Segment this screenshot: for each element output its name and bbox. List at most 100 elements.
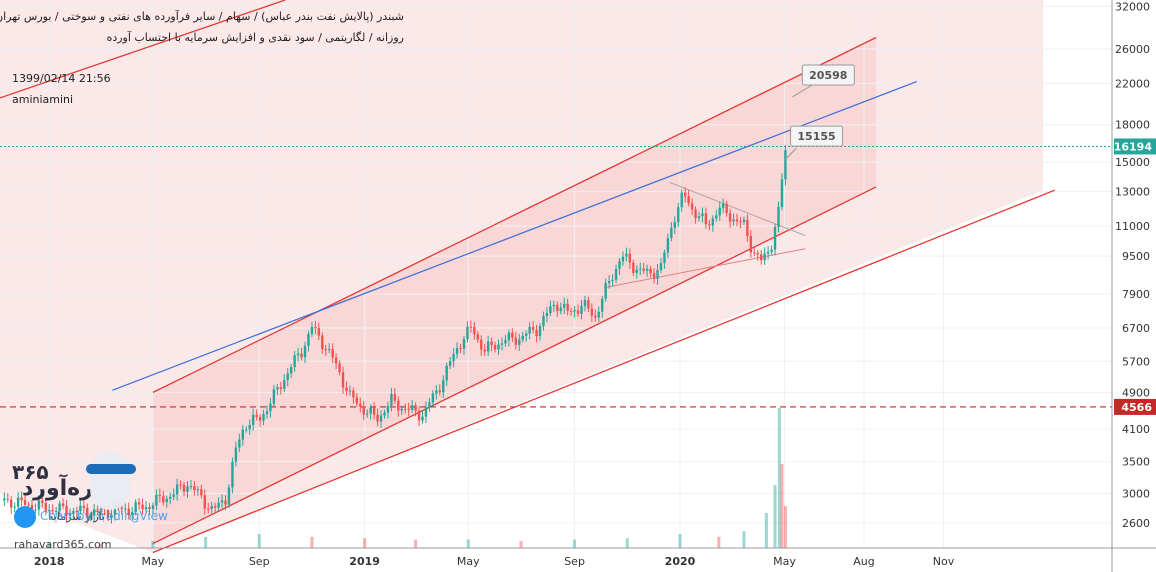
rahavard-logo: ۳۶۵ ره‌آورد بازار سرمایه Chart by Tradin… — [8, 452, 193, 532]
candle-body — [766, 251, 770, 254]
candle-body — [535, 329, 538, 337]
volume-bar — [573, 539, 577, 548]
candle-body — [296, 353, 300, 356]
candle-body — [65, 505, 68, 516]
candle-body — [594, 315, 597, 318]
candle-body — [483, 349, 486, 352]
candle-body — [711, 218, 715, 226]
candle-body — [293, 355, 296, 368]
outer-upper-line — [0, 0, 286, 99]
candle-body — [307, 333, 310, 346]
candle-body — [556, 304, 559, 312]
candle-body — [780, 179, 784, 207]
candle-body — [480, 339, 483, 350]
candle-body — [127, 508, 130, 515]
candle-body — [158, 494, 162, 497]
candle-body — [607, 281, 611, 283]
candle-body — [583, 300, 587, 306]
candle-body — [58, 503, 61, 512]
candle-body — [272, 389, 276, 404]
candle-body — [746, 219, 749, 237]
candle-body — [376, 414, 379, 422]
candle-body — [213, 506, 217, 508]
candle-body — [61, 503, 65, 506]
y-tick-label: 3500 — [1122, 456, 1150, 469]
logo-number: ۳۶۵ — [12, 460, 49, 484]
candle-body — [545, 312, 549, 316]
candle-body — [777, 206, 780, 227]
candle-body — [628, 253, 632, 263]
candle-body — [735, 219, 739, 222]
candle-body — [106, 509, 110, 518]
chart-title: شبندر (پالایش نفت بندر عباس) / سهام / سا… — [0, 10, 404, 23]
callout-pointer — [784, 147, 797, 161]
candle-body — [580, 305, 583, 314]
volume-bar — [773, 485, 777, 548]
candle-body — [521, 335, 524, 340]
candle-body — [604, 282, 607, 299]
logo-brand: ره‌آورد — [22, 476, 93, 501]
candle-body — [538, 326, 542, 337]
volume-bar — [783, 506, 787, 548]
y-tick-label: 4100 — [1122, 423, 1150, 436]
x-tick-label: 2018 — [34, 555, 65, 568]
candle-body — [773, 226, 777, 250]
candle-body — [756, 252, 759, 255]
candle-body — [379, 415, 383, 422]
candle-body — [569, 310, 573, 312]
candle-body — [459, 348, 462, 350]
candle-body — [110, 514, 113, 518]
x-tick-label: Aug — [853, 555, 874, 568]
volume-bar — [742, 531, 746, 548]
candle-body — [44, 502, 47, 511]
candle-body — [514, 337, 518, 345]
candle-body — [314, 327, 317, 329]
candle-body — [673, 222, 677, 228]
site-url: rahavard365.com — [14, 538, 112, 551]
volume-bar — [777, 408, 781, 548]
candle-body — [649, 268, 652, 274]
inner-channel-fill — [152, 37, 877, 544]
candle-body — [86, 507, 89, 518]
x-tick-label: Nov — [933, 555, 955, 568]
candle-body — [718, 207, 721, 216]
candle-body — [683, 192, 687, 197]
candle-body — [276, 387, 279, 390]
candle-body — [3, 498, 6, 501]
annotations: 20598 15155 — [784, 64, 855, 161]
candle-body — [23, 499, 27, 505]
candle-body — [241, 429, 244, 440]
candle-body — [238, 439, 241, 448]
candle-body — [466, 326, 469, 340]
candle-body — [504, 340, 507, 344]
candle-body — [732, 219, 735, 222]
candle-body — [182, 484, 186, 492]
x-tick-label: May — [457, 555, 480, 568]
volume-bar — [363, 538, 367, 548]
y-tick-label: 3000 — [1122, 487, 1150, 500]
callout-label: 15155 — [797, 130, 835, 143]
candle-body — [452, 354, 455, 362]
candle-body — [400, 408, 403, 411]
candle-body — [148, 507, 151, 509]
candle-body — [89, 515, 92, 518]
trend-line — [112, 80, 917, 391]
candle-body — [279, 387, 283, 389]
candle-body — [189, 486, 193, 488]
candle-body — [258, 417, 262, 421]
candle-body — [632, 262, 635, 273]
candle-body — [321, 335, 324, 350]
candle-body — [300, 353, 303, 358]
grid — [0, 0, 1112, 548]
candle-body — [144, 507, 148, 510]
candle-body — [10, 499, 13, 508]
candle-body — [601, 298, 604, 312]
candle-body — [141, 504, 144, 510]
candle-body — [656, 270, 659, 279]
candle-body — [210, 506, 213, 509]
candle-body — [435, 390, 438, 394]
candle-body — [231, 461, 234, 488]
candle-body — [742, 219, 746, 223]
candle-body — [442, 380, 445, 393]
candle-body — [196, 489, 200, 491]
